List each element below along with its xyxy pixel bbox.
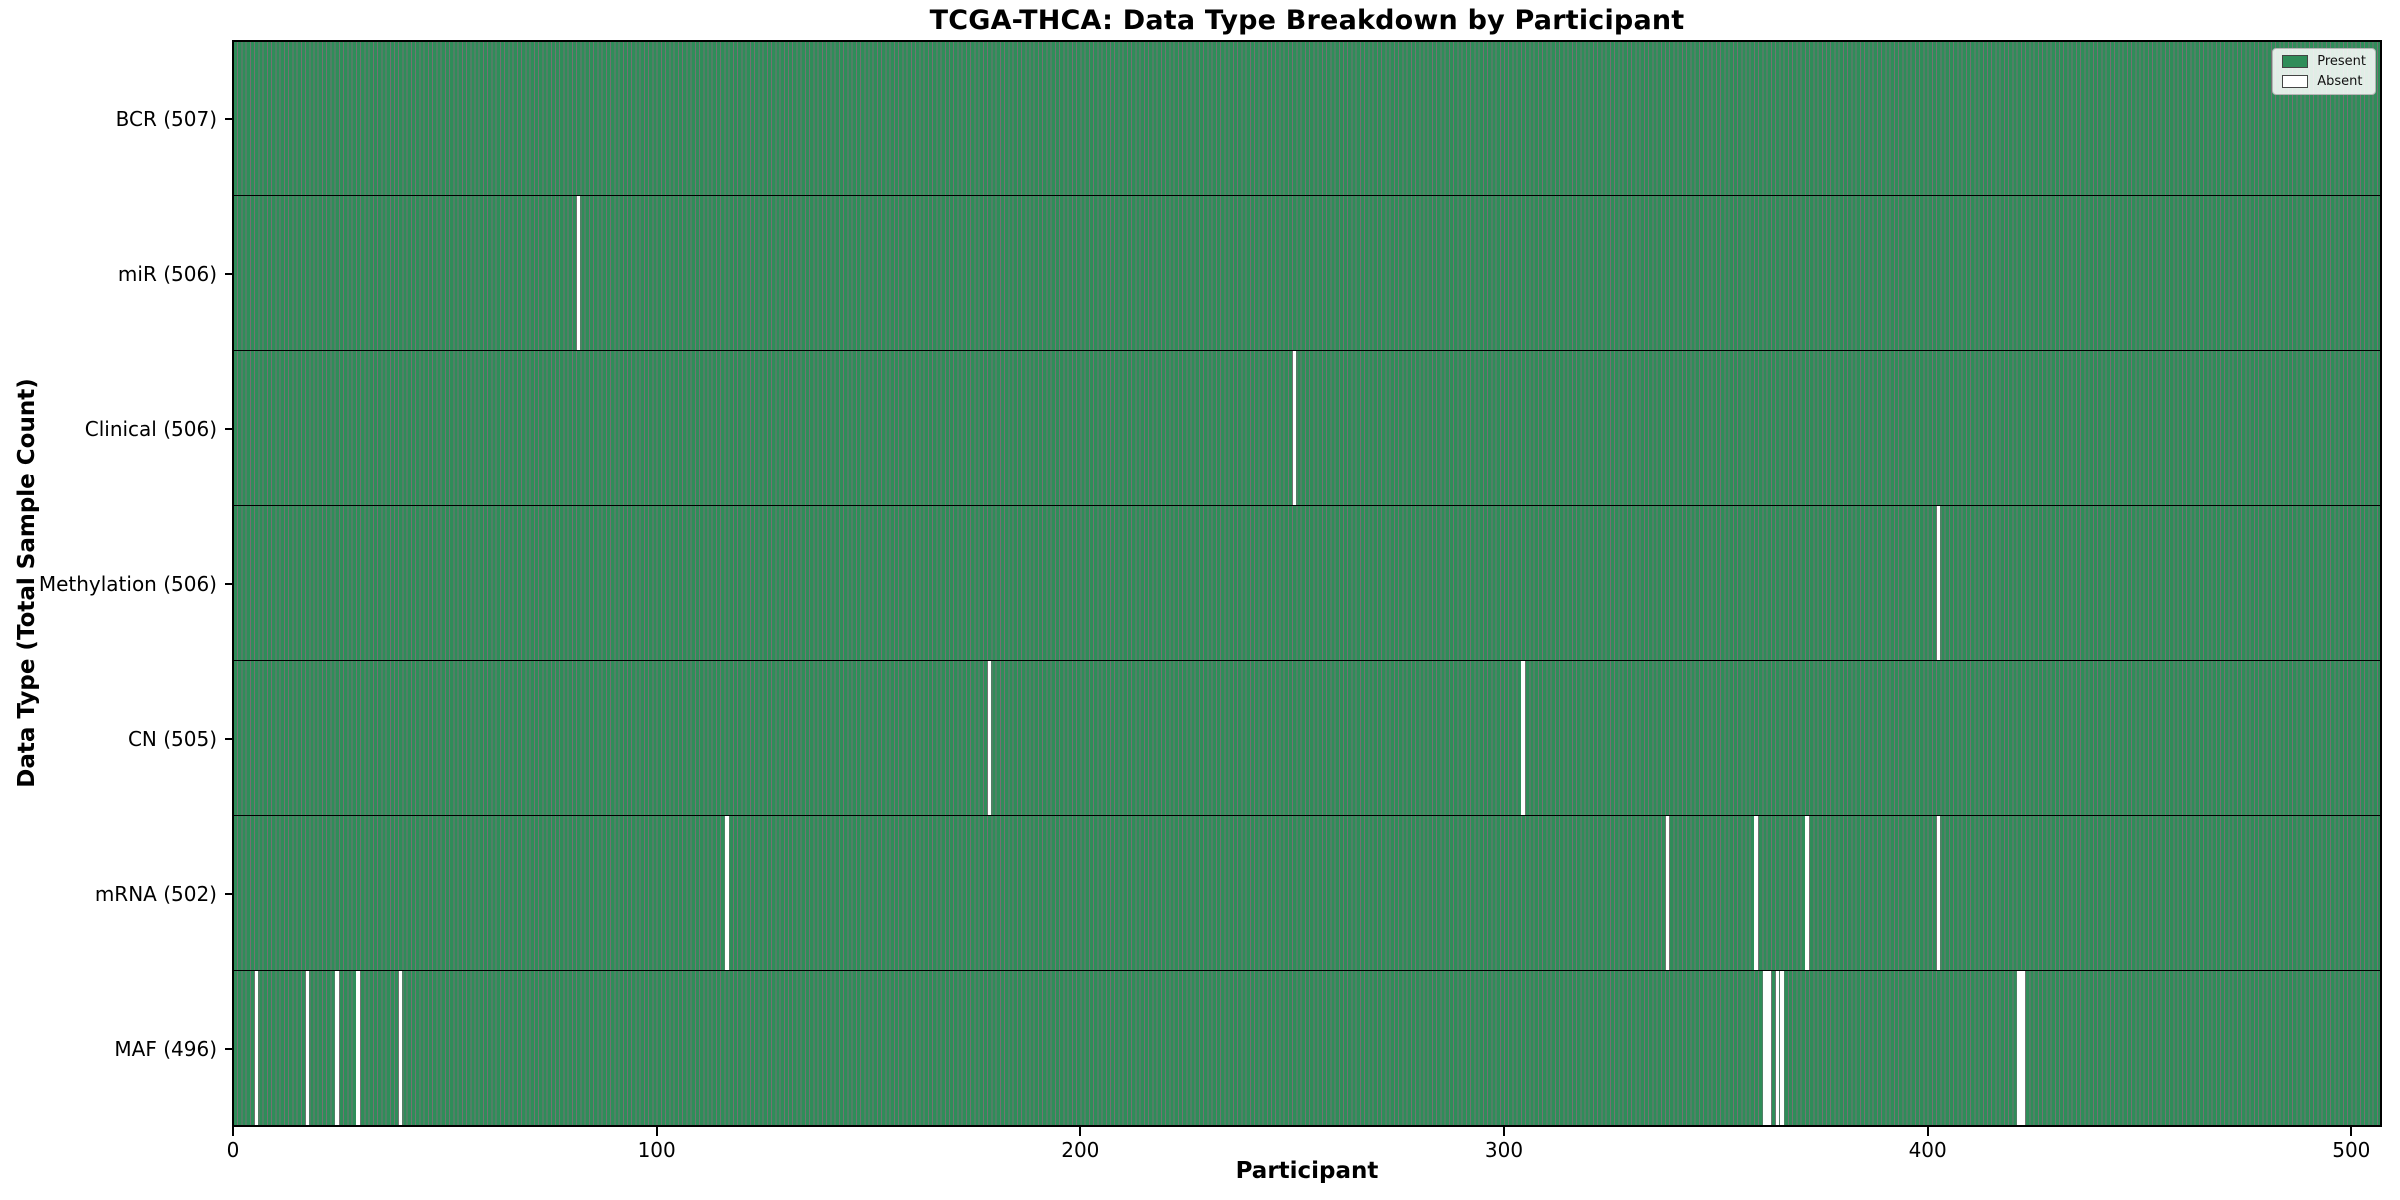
y-tick-label-maf: MAF (496) xyxy=(114,1036,217,1061)
x-tick-label-100: 100 xyxy=(637,1138,676,1162)
absent-mark-clinical-250 xyxy=(1292,351,1297,505)
x-tick-mark-100 xyxy=(655,1127,658,1136)
y-tick-mark-methylation xyxy=(225,582,233,585)
legend-label-absent: Absent xyxy=(2317,74,2363,89)
absent-mark-maf-421 xyxy=(2017,971,2021,1126)
y-tick-label-mrna: mRNA (502) xyxy=(94,881,217,906)
y-tick-label-methylation: Methylation (506) xyxy=(38,571,217,596)
x-tick-mark-500 xyxy=(2350,1127,2353,1136)
absent-mark-maf-39 xyxy=(398,971,403,1126)
legend-item-present: Present xyxy=(2282,54,2366,69)
heatmap-row-bcr xyxy=(233,41,2381,196)
y-tick-label-clinical: Clinical (506) xyxy=(84,416,217,441)
legend-label-present: Present xyxy=(2317,54,2366,69)
y-tick-mark-clinical xyxy=(225,427,233,430)
absent-mark-mrna-338 xyxy=(1665,816,1670,970)
y-tick-label-cn: CN (505) xyxy=(127,726,217,751)
legend-patch-present xyxy=(2282,55,2309,68)
absent-mark-mrna-402 xyxy=(1936,816,1941,970)
absent-mark-maf-365 xyxy=(1779,971,1784,1126)
absent-mark-mrna-359 xyxy=(1754,816,1759,970)
heatmap-row-mrna xyxy=(233,816,2381,971)
x-tick-mark-300 xyxy=(1503,1127,1505,1136)
absent-mark-maf-361 xyxy=(1762,971,1767,1126)
x-tick-mark-0 xyxy=(232,1127,234,1136)
y-tick-label-mir: miR (506) xyxy=(117,261,217,286)
absent-mark-cn-304 xyxy=(1521,661,1526,815)
heatmap-row-cn xyxy=(233,661,2381,816)
absent-mark-maf-362 xyxy=(1767,971,1771,1126)
x-tick-label-0: 0 xyxy=(226,1138,240,1162)
y-tick-mark-cn xyxy=(225,737,233,740)
absent-mark-maf-17 xyxy=(305,971,310,1126)
heatmap-row-mir xyxy=(233,196,2381,351)
x-tick-label-500: 500 xyxy=(2332,1138,2371,1162)
absent-mark-maf-364 xyxy=(1775,971,1780,1126)
legend-patch-absent xyxy=(2282,75,2309,88)
y-tick-label-bcr: BCR (507) xyxy=(115,106,217,131)
legend-item-absent: Absent xyxy=(2282,74,2366,89)
x-tick-mark-200 xyxy=(1079,1127,1082,1136)
y-tick-mark-bcr xyxy=(225,117,233,120)
x-tick-label-400: 400 xyxy=(1908,1138,1947,1162)
x-tick-mark-400 xyxy=(1926,1127,1929,1136)
absent-mark-mrna-116 xyxy=(724,816,729,970)
x-tick-label-300: 300 xyxy=(1484,1138,1524,1162)
y-tick-mark-mir xyxy=(225,272,233,275)
absent-mark-cn-178 xyxy=(987,661,992,815)
y-axis-ticks: BCR (507) miR (506) Clinical (506) Methylat… xyxy=(0,41,233,1126)
x-axis-ticks: 0 100 200 300 400 500 xyxy=(227,1127,2381,1187)
absent-mark-maf-24 xyxy=(335,971,339,1126)
y-tick-mark-mrna xyxy=(225,892,233,895)
heatmap-row-methylation xyxy=(233,506,2381,661)
heatmap-row-maf xyxy=(233,971,2381,1126)
absent-mark-mir-81 xyxy=(576,196,581,350)
absent-mark-maf-5 xyxy=(254,971,259,1126)
legend: Present Absent xyxy=(2272,48,2376,95)
absent-mark-methylation-402 xyxy=(1936,506,1941,660)
absent-mark-maf-29 xyxy=(356,971,361,1126)
plot-area: Present Absent xyxy=(232,40,2382,1127)
heatmap-row-clinical xyxy=(233,351,2381,506)
chart-title: TCGA-THCA: Data Type Breakdown by Partic… xyxy=(929,5,1685,36)
x-axis-label: Participant xyxy=(1235,1158,1379,1184)
y-tick-mark-maf xyxy=(225,1047,233,1050)
absent-mark-mrna-371 xyxy=(1805,816,1810,970)
absent-mark-maf-422 xyxy=(2021,971,2026,1126)
x-tick-label-200: 200 xyxy=(1061,1138,1100,1162)
